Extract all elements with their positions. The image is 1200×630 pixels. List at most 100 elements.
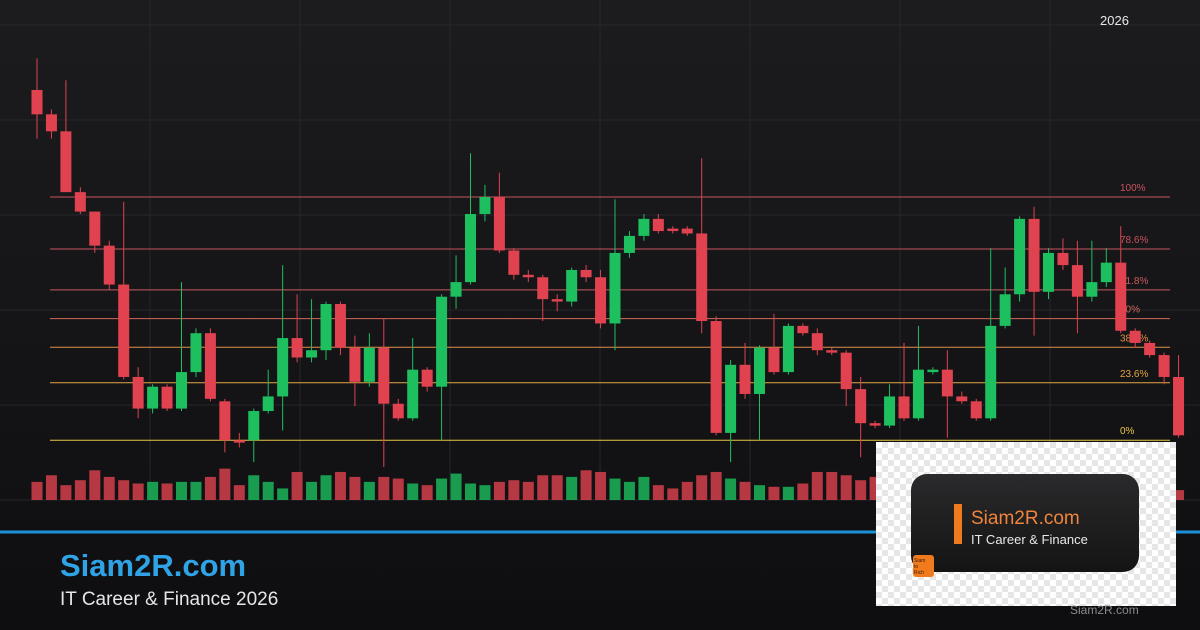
- volume-bar: [551, 475, 563, 500]
- volume-bar: [378, 476, 390, 500]
- candle-body: [465, 214, 476, 283]
- candle-body: [522, 274, 534, 278]
- volume-bar: [306, 481, 318, 500]
- candle-body: [1144, 342, 1156, 356]
- volume-bar: [334, 471, 346, 500]
- volume-bar: [768, 486, 780, 500]
- candle-body: [638, 218, 650, 236]
- volume-bar: [508, 480, 520, 500]
- volume-bar: [595, 471, 607, 500]
- candle-body: [595, 277, 607, 324]
- volume-bar: [826, 471, 838, 500]
- candle-body: [855, 389, 867, 424]
- volume-bar: [31, 481, 43, 500]
- candle-body: [407, 369, 419, 419]
- volume-bar: [176, 481, 187, 500]
- volume-bar: [739, 481, 751, 500]
- candle-body: [1115, 262, 1127, 331]
- volume-bar: [537, 475, 549, 500]
- candle-body: [927, 369, 939, 373]
- volume-bar: [89, 470, 101, 500]
- candle-body: [161, 386, 173, 409]
- candle-body: [609, 252, 621, 324]
- candle-body: [45, 114, 57, 132]
- fib-level-label: 61.8%: [1120, 276, 1148, 287]
- candle-body: [580, 269, 592, 278]
- volume-bar: [754, 485, 765, 500]
- candle-body: [956, 396, 968, 402]
- candle-body: [696, 233, 708, 322]
- volume-bar: [161, 483, 173, 500]
- volume-bar: [797, 483, 809, 500]
- candle-body: [89, 211, 101, 246]
- candle-body: [941, 369, 953, 397]
- volume-bar: [1173, 490, 1185, 500]
- volume-bar: [132, 483, 144, 500]
- volume-bar: [450, 473, 462, 500]
- volume-bar: [204, 476, 216, 500]
- candle-body: [31, 89, 43, 115]
- volume-bar: [710, 471, 722, 500]
- candle-body: [277, 338, 289, 397]
- candle-body: [566, 269, 578, 302]
- candle-body: [1057, 252, 1069, 266]
- volume-bar: [349, 476, 361, 500]
- volume-bar: [74, 480, 86, 500]
- volume-bar: [609, 478, 621, 500]
- candle-body: [826, 350, 838, 353]
- candle-body: [725, 364, 737, 433]
- candle-body: [233, 440, 245, 443]
- volume-bar: [248, 475, 260, 500]
- candle-body: [421, 369, 433, 387]
- volume-bar: [580, 470, 592, 500]
- fib-level-label: 100%: [1120, 183, 1146, 194]
- candle-body: [103, 245, 115, 285]
- volume-bar: [725, 478, 737, 500]
- volume-bar: [493, 481, 505, 500]
- volume-bar: [60, 485, 72, 500]
- volume-bar: [681, 481, 693, 500]
- logo-badge: Siam to Rich: [913, 555, 934, 577]
- candle-body: [1173, 376, 1185, 436]
- candle-body: [884, 396, 896, 426]
- candle-body: [768, 347, 780, 373]
- candle-body: [60, 131, 72, 193]
- volume-bar: [811, 471, 823, 500]
- candle-body: [508, 250, 520, 275]
- candle-body: [970, 401, 982, 419]
- candle-body: [450, 282, 462, 297]
- volume-bar: [407, 483, 419, 500]
- candle-body: [811, 333, 823, 351]
- candle-body: [840, 352, 852, 390]
- candle-body: [132, 376, 144, 409]
- volume-bar: [291, 471, 303, 500]
- candle-body: [999, 294, 1011, 326]
- candle-body: [1158, 355, 1170, 377]
- volume-bar: [782, 486, 794, 500]
- volume-bar: [638, 476, 650, 500]
- volume-bar: [667, 488, 679, 500]
- volume-bar: [219, 468, 231, 500]
- volume-bar: [522, 481, 534, 500]
- candle-body: [623, 235, 635, 253]
- volume-bar: [45, 475, 57, 500]
- watermark: Siam2R.com: [1070, 603, 1139, 617]
- candle-body: [1043, 252, 1054, 292]
- candle-body: [320, 304, 332, 351]
- volume-bar: [421, 485, 433, 500]
- candle-body: [652, 218, 664, 232]
- candle-body: [147, 386, 159, 409]
- candle-body: [248, 411, 260, 441]
- volume-bar: [566, 476, 578, 500]
- candle-body: [1071, 265, 1083, 297]
- candle-body: [334, 304, 346, 348]
- footer-subtitle: IT Career & Finance 2026: [60, 589, 279, 610]
- fib-level-label: 50%: [1120, 305, 1140, 316]
- candle-body: [1129, 330, 1141, 343]
- logo-card: Siam2R.com IT Career & Finance: [911, 474, 1139, 572]
- candle-body: [378, 347, 390, 404]
- candle-body: [985, 325, 997, 419]
- volume-bar: [103, 476, 115, 500]
- fib-level-label: 0%: [1120, 426, 1135, 437]
- candle-body: [436, 296, 448, 387]
